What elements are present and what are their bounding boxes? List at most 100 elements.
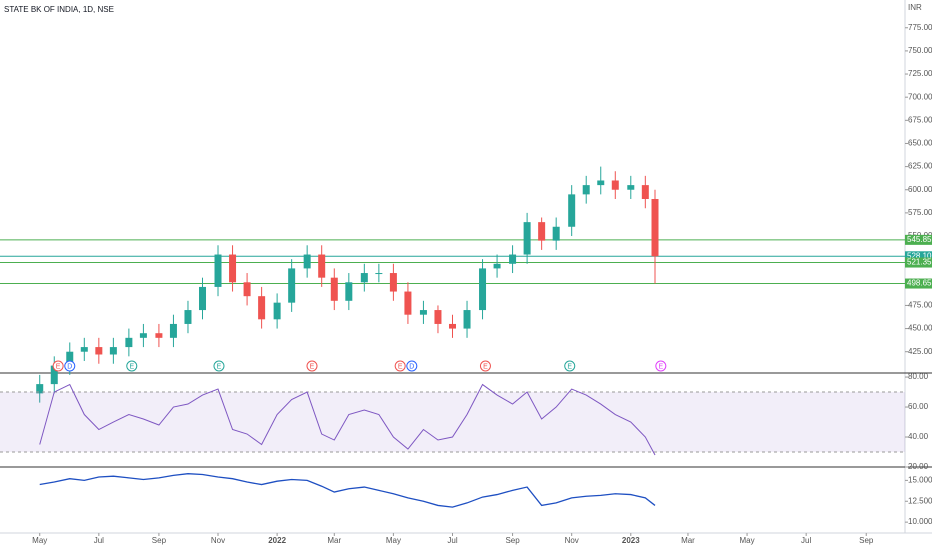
y-tick-label: 700.00 (908, 92, 932, 101)
currency: INR (908, 3, 922, 12)
y-tick-label: 80.00 (908, 372, 929, 381)
y-tick-label: 450.00 (908, 324, 932, 333)
ratio-line (39, 473, 656, 508)
candle-body (404, 291, 412, 315)
y-tick-label: 600.00 (908, 185, 932, 194)
event-marker (126, 360, 138, 372)
candle-body (568, 194, 576, 227)
event-label: E (483, 363, 488, 370)
x-tick-label: Nov (565, 536, 579, 545)
level-label: 528.10 (907, 251, 932, 260)
candle-body (651, 198, 659, 257)
rsi-band (0, 392, 905, 453)
candle-body (375, 273, 383, 275)
candle-body (273, 302, 281, 320)
candle-body (641, 185, 649, 199)
event-label: E (398, 363, 403, 370)
event-label: E (129, 363, 134, 370)
candle-body (199, 286, 207, 311)
y-tick-label: 12.500 (908, 496, 932, 505)
x-tick-label: May (32, 536, 47, 545)
event-label: E (310, 363, 315, 370)
event-marker (564, 360, 576, 372)
candle-body (449, 323, 456, 329)
event-marker (655, 360, 667, 372)
x-tick-label: Mar (681, 536, 695, 545)
event-marker (52, 360, 64, 372)
event-label: D (67, 363, 72, 370)
y-tick-label: 60.00 (908, 402, 929, 411)
candle-body (509, 254, 517, 264)
y-tick-label: 675.00 (908, 115, 932, 124)
event-marker (306, 360, 318, 372)
candle-body (389, 273, 397, 292)
event-label: E (658, 363, 663, 370)
x-tick-label: Nov (211, 536, 225, 545)
x-tick-label: 2023 (622, 536, 640, 545)
candle-body (169, 323, 177, 338)
x-tick-label: Sep (859, 536, 874, 545)
candle-body (493, 263, 501, 269)
candle-body (288, 268, 296, 303)
y-tick-label: 10.000 (908, 517, 932, 526)
candle-body (125, 337, 133, 348)
candle-body (214, 254, 222, 287)
event-label: E (56, 363, 61, 370)
y-tick-label: 725.00 (908, 69, 932, 78)
candle-body (552, 226, 560, 241)
event-marker (479, 360, 491, 372)
candle-body (80, 347, 88, 352)
x-tick-label: Sep (505, 536, 520, 545)
candle-body (523, 222, 531, 255)
candle-body (66, 351, 74, 366)
candle-body (538, 222, 546, 241)
candle-body (243, 282, 251, 297)
x-tick-label: Jul (447, 536, 457, 545)
level-label: 545.85 (907, 235, 932, 244)
candle-body (479, 268, 487, 311)
event-marker (64, 360, 76, 372)
y-tick-label: 425.00 (908, 347, 932, 356)
y-tick-label: 475.00 (908, 301, 932, 310)
y-tick-label: 650.00 (908, 139, 932, 148)
event-marker (406, 360, 418, 372)
event-marker (213, 360, 225, 372)
y-tick-label: 750.00 (908, 46, 932, 55)
candle-body (258, 296, 266, 320)
chart-title: STATE BK OF INDIA, 1D, NSE (4, 5, 114, 14)
candle-body (360, 273, 368, 283)
x-tick-label: 2022 (268, 536, 286, 545)
candle-body (582, 185, 590, 195)
y-tick-label: 625.00 (908, 162, 932, 171)
y-tick-label: 15.000 (908, 475, 932, 484)
candle-body (36, 384, 44, 394)
rsi-line (39, 383, 656, 456)
level-label: 521.35 (907, 258, 932, 267)
event-label: E (567, 363, 572, 370)
x-tick-label: Jul (801, 536, 811, 545)
y-tick-label: 575.00 (908, 208, 932, 217)
event-label: D (409, 363, 414, 370)
x-tick-label: May (386, 536, 401, 545)
x-tick-label: Mar (327, 536, 341, 545)
x-tick-label: May (739, 536, 754, 545)
candle-body (318, 254, 326, 278)
level-label: 498.65 (907, 279, 932, 288)
candle-body (597, 180, 605, 186)
x-tick-label: Jul (94, 536, 104, 545)
candle-body (184, 310, 192, 324)
y-tick-label: 775.00 (908, 23, 932, 32)
y-tick-label: 40.00 (908, 432, 929, 441)
candle-body (463, 310, 471, 329)
level-tag (905, 234, 932, 245)
candle-body (627, 185, 635, 190)
y-tick-label: 20.00 (908, 462, 929, 471)
level-tag (905, 278, 932, 289)
level-tag (905, 251, 932, 262)
candle-body (611, 180, 619, 190)
candle-body (345, 282, 353, 301)
level-tag (905, 257, 932, 268)
candle-body (139, 333, 147, 338)
candle-body (330, 277, 338, 301)
